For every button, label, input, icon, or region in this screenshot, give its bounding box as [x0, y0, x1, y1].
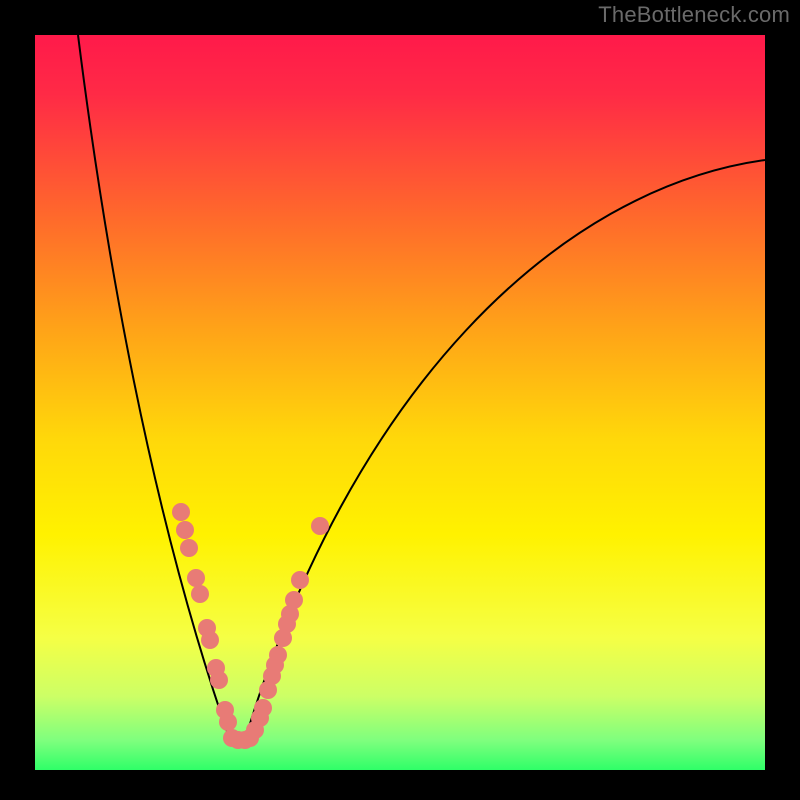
data-marker	[187, 569, 205, 587]
data-marker	[201, 631, 219, 649]
data-marker	[285, 591, 303, 609]
chart-canvas	[0, 0, 800, 800]
data-marker	[180, 539, 198, 557]
chart-frame: TheBottleneck.com	[0, 0, 800, 800]
data-marker	[219, 713, 237, 731]
data-marker	[191, 585, 209, 603]
gradient-background	[35, 35, 765, 770]
data-marker	[254, 699, 272, 717]
data-marker	[269, 646, 287, 664]
data-marker	[311, 517, 329, 535]
data-marker	[172, 503, 190, 521]
data-marker	[291, 571, 309, 589]
watermark-text: TheBottleneck.com	[598, 2, 790, 28]
data-marker	[210, 671, 228, 689]
data-marker	[176, 521, 194, 539]
